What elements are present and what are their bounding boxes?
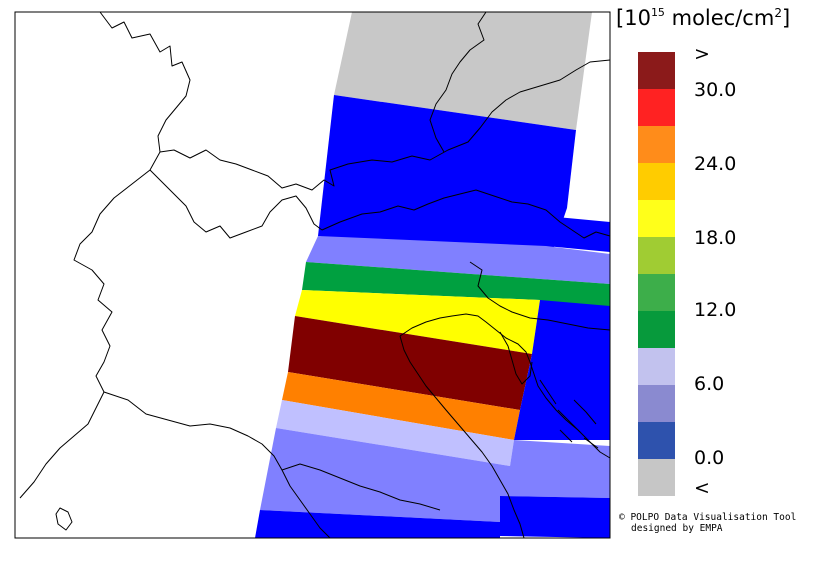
legend-label-12: 12.0 xyxy=(694,299,737,321)
corsica-outline xyxy=(55,507,73,531)
swiss-border xyxy=(159,59,611,191)
legend-swatch-15-18 xyxy=(638,237,675,274)
swath-medium-blue-south xyxy=(260,428,610,522)
unit-base: 10 xyxy=(624,6,651,30)
legend-unit-title: [1015 molec/cm2] xyxy=(616,6,791,30)
swiss-south-border xyxy=(149,169,323,239)
legend-swatch-below-0 xyxy=(638,459,675,496)
italy-alps-border xyxy=(321,189,611,239)
legend-label-30: 30.0 xyxy=(694,79,737,101)
legend-label-24: 24.0 xyxy=(694,153,737,175)
swath-light-blue-band xyxy=(276,400,514,466)
unit-exponent: 15 xyxy=(650,6,665,19)
adriatic-north-coast xyxy=(399,313,611,459)
italy-inner-border xyxy=(281,463,441,511)
legend-swatch-18-21 xyxy=(638,200,675,237)
legend-swatch-above-30 xyxy=(638,52,675,89)
unit-main: molec/cm xyxy=(671,6,775,30)
croatia-islands xyxy=(539,379,599,449)
swath-yellow-band xyxy=(295,290,540,354)
italy-east-coast xyxy=(399,335,525,539)
legend-swatch-9-12 xyxy=(638,311,675,348)
legend-swatch-3-6 xyxy=(638,385,675,422)
legend-colorbar xyxy=(638,52,675,496)
france-east-border xyxy=(19,11,191,499)
credit-line-2: designed by EMPA xyxy=(631,523,723,534)
satellite-swaths xyxy=(255,12,610,538)
legend-swatch-27-30 xyxy=(638,89,675,126)
legend-swatch-12-15 xyxy=(638,274,675,311)
istria-coast xyxy=(499,331,533,385)
italy-west-coast xyxy=(103,391,331,539)
legend-swatch-21-24 xyxy=(638,163,675,200)
swath-orange-band xyxy=(282,372,520,440)
credit-line-1: © POLPO Data Visualisation Tool xyxy=(619,512,797,523)
swath-grey-no-data xyxy=(334,12,592,130)
legend-label-18: 18.0 xyxy=(694,227,737,249)
unit-squared: 2 xyxy=(774,6,782,20)
borders-and-coastlines xyxy=(19,11,611,539)
legend-swatch-0-3 xyxy=(638,422,675,459)
legend-label-0: 0.0 xyxy=(694,447,725,469)
swath-medium-blue-band xyxy=(306,236,610,284)
slovenia-border xyxy=(469,261,611,331)
swath-dark-red-band xyxy=(288,316,532,410)
austria-border xyxy=(429,11,487,153)
legend-label-6: 6.0 xyxy=(694,373,725,395)
swath-blue-east xyxy=(514,300,610,440)
legend-swatch-24-27 xyxy=(638,126,675,163)
swath-blue-north xyxy=(318,95,576,270)
swath-blue-southwest xyxy=(255,510,500,538)
map-frame xyxy=(14,11,611,539)
legend-swatch-6-9 xyxy=(638,348,675,385)
legend-label-below: < xyxy=(694,477,710,499)
swath-green-band xyxy=(302,262,610,310)
swath-blue-south xyxy=(500,496,610,538)
legend-label-above: > xyxy=(694,43,710,65)
